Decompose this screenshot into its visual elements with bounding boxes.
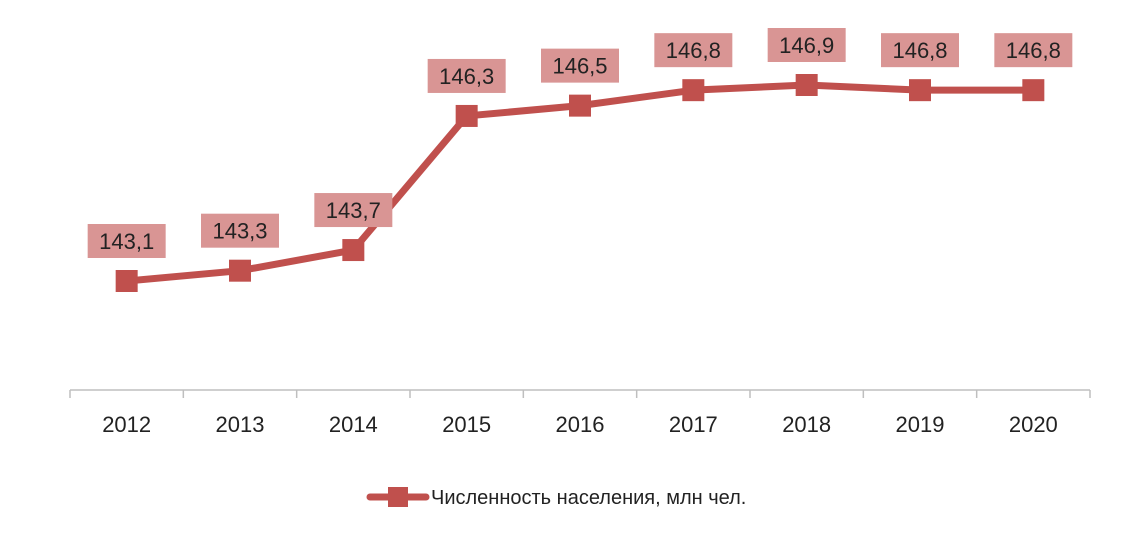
data-point-marker <box>229 259 251 282</box>
data-label: 146,8 <box>666 38 721 63</box>
data-label-box <box>881 33 959 68</box>
data-label-box <box>314 193 393 228</box>
x-tick-label: 2017 <box>669 412 718 437</box>
data-label-box <box>654 33 733 68</box>
x-tick-label: 2014 <box>329 412 378 437</box>
x-axis: 2012 2013 2014 2015 2016 2017 2018 2019 2020 <box>69 389 1091 437</box>
data-point-marker <box>115 270 138 292</box>
data-point-marker <box>682 79 705 102</box>
data-label: 146,8 <box>892 38 947 63</box>
data-label-box <box>767 28 846 62</box>
data-point-marker <box>795 74 818 96</box>
data-label: 146,5 <box>552 54 607 79</box>
legend: Численность населения, млн чел. <box>366 487 746 509</box>
data-point-marker <box>342 239 365 262</box>
data-label: 146,9 <box>779 33 834 58</box>
data-point-marker <box>1022 79 1045 102</box>
data-label-box <box>541 48 619 83</box>
data-label: 143,3 <box>212 219 267 244</box>
x-tick-label: 2016 <box>556 412 605 437</box>
x-tick-label: 2015 <box>442 412 491 437</box>
data-label-box <box>87 224 166 258</box>
data-label: 146,3 <box>439 64 494 89</box>
data-label-box <box>994 33 1073 68</box>
x-tick-label: 2019 <box>896 412 945 437</box>
data-label-box <box>201 213 279 248</box>
x-tick-label: 2020 <box>1009 412 1058 437</box>
data-point-marker <box>569 94 591 117</box>
marker-layer <box>115 74 1045 292</box>
legend-label: Численность населения, млн чел. <box>431 487 746 509</box>
data-label: 146,8 <box>1006 38 1061 63</box>
data-label-box <box>427 58 506 93</box>
legend-marker-swatch <box>388 487 408 507</box>
x-tick-label: 2012 <box>102 412 151 437</box>
data-label-layer: 143,1 143,3 143,7 146,3 146,5 146,8 146,9 146,8… <box>87 28 1073 258</box>
data-point-marker <box>909 79 931 102</box>
data-label: 143,7 <box>326 198 381 223</box>
data-label: 143,1 <box>99 229 154 254</box>
data-point-marker <box>455 104 478 127</box>
x-tick-label: 2013 <box>216 412 265 437</box>
x-tick-label: 2018 <box>782 412 831 437</box>
